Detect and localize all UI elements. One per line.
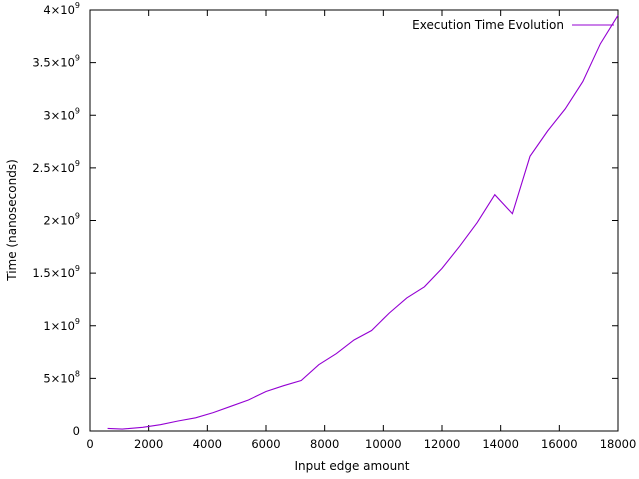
- x-tick-label: 4000: [193, 437, 222, 451]
- series-line-execution-time: [107, 15, 619, 430]
- x-tick-label: 2000: [134, 437, 163, 451]
- y-tick-label: 2.5×109: [32, 159, 80, 175]
- y-tick-label: 3.5×109: [32, 54, 80, 70]
- y-axis: 0 5×108 1×109 1.5×109 2×109 2.5×109 3×109 3.5×1…: [32, 1, 618, 438]
- y-tick-label: 5×108: [43, 369, 80, 385]
- x-axis: 0 2000 4000 6000 8000 10000 12000 14000 16000 180…: [86, 10, 636, 451]
- legend: Execution Time Evolution: [412, 18, 614, 32]
- legend-label: Execution Time Evolution: [412, 18, 564, 32]
- y-tick-label: 3×109: [43, 106, 80, 122]
- y-axis-label: Time (nanoseconds): [5, 159, 19, 282]
- y-tick-label: 1×109: [43, 317, 80, 333]
- y-tick-label: 0: [73, 424, 80, 438]
- x-tick-label: 6000: [251, 437, 280, 451]
- y-tick-label: 1.5×109: [32, 264, 80, 280]
- x-tick-label: 10000: [365, 437, 402, 451]
- x-tick-label: 12000: [424, 437, 461, 451]
- x-tick-label: 0: [86, 437, 93, 451]
- x-axis-label: Input edge amount: [294, 459, 409, 473]
- x-tick-label: 16000: [541, 437, 578, 451]
- y-tick-label: 2×109: [43, 212, 80, 228]
- x-tick-label: 8000: [310, 437, 339, 451]
- y-tick-label: 4×109: [43, 1, 80, 17]
- x-tick-label: 18000: [600, 437, 637, 451]
- plot-frame: [89, 9, 619, 432]
- x-tick-label: 14000: [482, 437, 519, 451]
